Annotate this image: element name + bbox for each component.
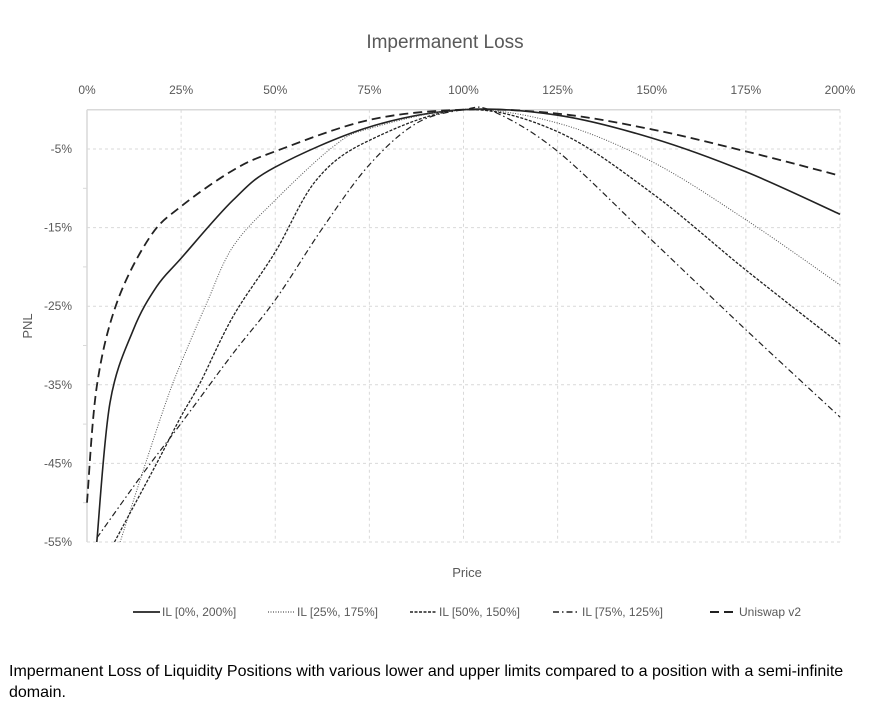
y-tick-label: -35% bbox=[44, 378, 72, 392]
x-tick-label: 0% bbox=[78, 83, 96, 97]
series-line-il-50-150 bbox=[113, 108, 841, 543]
x-tick-label: 150% bbox=[636, 83, 667, 97]
x-tick-label: 25% bbox=[169, 83, 193, 97]
figure-caption: Impermanent Loss of Liquidity Positions … bbox=[9, 663, 844, 701]
legend: IL [0%, 200%] IL [25%, 175%] IL [50%, 150%… bbox=[133, 605, 801, 619]
legend-item: IL [0%, 200%] bbox=[133, 605, 236, 619]
y-tick-label: -55% bbox=[44, 535, 72, 549]
series-line-uniswap-v2 bbox=[86, 108, 841, 503]
y-axis-ticks: -5% -15% -25% -35% -45% -55% bbox=[44, 142, 72, 549]
legend-label: Uniswap v2 bbox=[739, 605, 801, 619]
legend-item: Uniswap v2 bbox=[710, 605, 801, 619]
x-tick-label: 50% bbox=[263, 83, 287, 97]
x-tick-label: 75% bbox=[357, 83, 381, 97]
x-tick-label: 200% bbox=[825, 83, 856, 97]
x-tick-label: 100% bbox=[448, 83, 479, 97]
legend-label: IL [75%, 125%] bbox=[582, 605, 663, 619]
legend-label: IL [25%, 175%] bbox=[297, 605, 378, 619]
x-tick-label: 125% bbox=[542, 83, 573, 97]
legend-label: IL [0%, 200%] bbox=[162, 605, 236, 619]
y-tick-label: -45% bbox=[44, 456, 72, 470]
y-axis-label: PNL bbox=[20, 313, 35, 338]
x-axis-ticks: 0% 25% 50% 75% 100% 125% 150% 175% 200% bbox=[78, 83, 855, 97]
legend-label: IL [50%, 150%] bbox=[439, 605, 520, 619]
legend-item: IL [75%, 125%] bbox=[553, 605, 663, 619]
legend-item: IL [50%, 150%] bbox=[410, 605, 520, 619]
y-tick-label: -15% bbox=[44, 221, 72, 235]
legend-item: IL [25%, 175%] bbox=[268, 605, 378, 619]
grid bbox=[83, 108, 841, 543]
x-axis-label: Price bbox=[452, 565, 482, 580]
series-lines bbox=[86, 106, 841, 543]
y-tick-label: -5% bbox=[51, 142, 73, 156]
series-line-il-25-175 bbox=[119, 109, 841, 543]
y-tick-label: -25% bbox=[44, 299, 72, 313]
series-line-il-75-125 bbox=[96, 106, 841, 539]
chart-title: Impermanent Loss bbox=[366, 32, 523, 53]
x-tick-label: 175% bbox=[731, 83, 762, 97]
impermanent-loss-chart: Impermanent Loss 0% 25% 50% 75% 100% 125% 150%… bbox=[20, 32, 856, 619]
series-line-il-0-200 bbox=[95, 108, 841, 543]
